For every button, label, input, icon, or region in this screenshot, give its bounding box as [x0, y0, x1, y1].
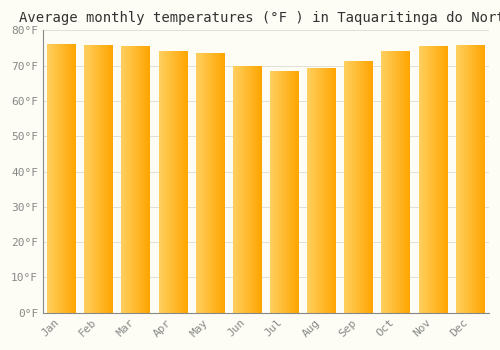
- Title: Average monthly temperatures (°F ) in Taquaritinga do Norte: Average monthly temperatures (°F ) in Ta…: [19, 11, 500, 25]
